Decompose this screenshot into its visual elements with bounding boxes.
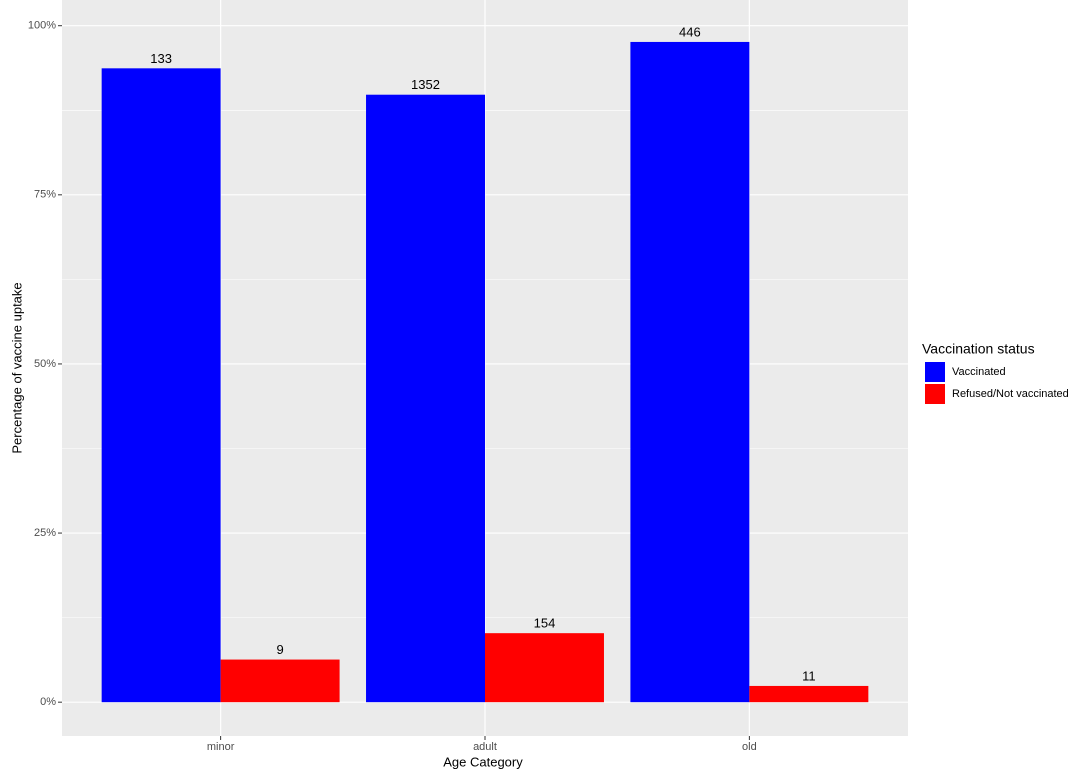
x-tick-label: minor bbox=[207, 741, 235, 753]
x-tick-label: old bbox=[742, 741, 757, 753]
bar bbox=[749, 685, 869, 703]
data-label: 154 bbox=[534, 616, 556, 631]
data-label: 11 bbox=[802, 668, 816, 683]
legend-title: Vaccination status bbox=[922, 341, 1035, 357]
bar bbox=[366, 94, 485, 703]
y-axis-title: Percentage of vaccine uptake bbox=[9, 282, 24, 453]
legend-label: Vaccinated bbox=[952, 366, 1006, 378]
y-tick-label: 0% bbox=[40, 696, 56, 708]
x-tick-label: adult bbox=[473, 741, 497, 753]
data-label: 1352 bbox=[411, 77, 440, 92]
y-tick-label: 75% bbox=[34, 189, 56, 201]
y-tick-label: 25% bbox=[34, 527, 56, 539]
bar bbox=[630, 41, 750, 703]
legend-label: Refused/Not vaccinated bbox=[952, 388, 1069, 400]
y-tick-label: 50% bbox=[34, 358, 56, 370]
data-label: 9 bbox=[276, 642, 283, 657]
data-label: 446 bbox=[679, 24, 701, 39]
legend-key bbox=[925, 384, 945, 404]
x-axis-title: Age Category bbox=[443, 754, 523, 769]
bar bbox=[101, 68, 221, 703]
data-label: 133 bbox=[150, 51, 172, 66]
y-tick-label: 100% bbox=[28, 20, 56, 32]
bar bbox=[220, 659, 340, 703]
bar bbox=[485, 633, 604, 703]
legend-key bbox=[925, 362, 945, 382]
